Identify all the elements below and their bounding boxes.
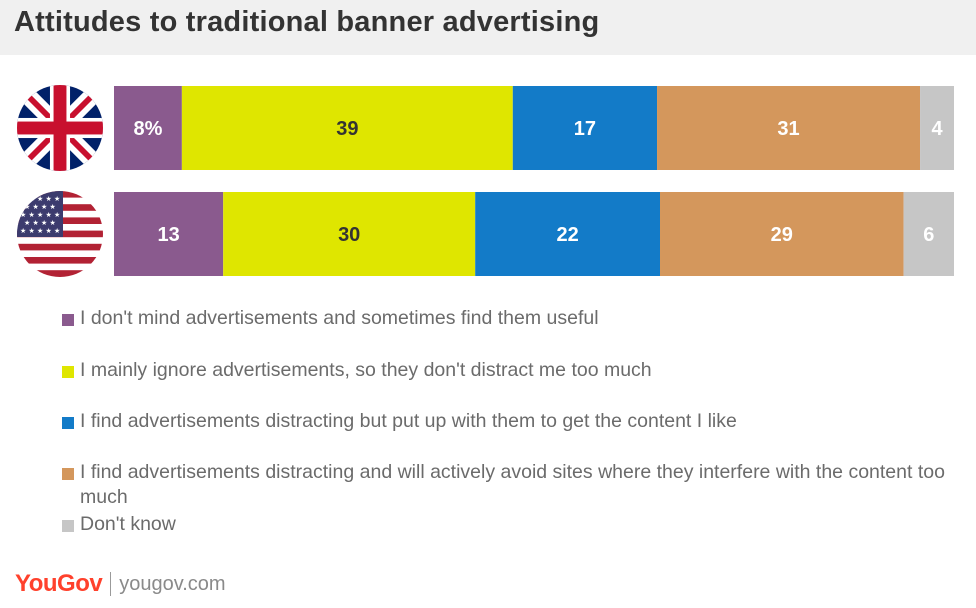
footer-site: yougov.com xyxy=(119,572,226,595)
bar-segment-uk-2 xyxy=(512,86,658,170)
chart-title: Attitudes to traditional banner advertis… xyxy=(14,6,600,38)
bar-label-uk-0: 8% xyxy=(133,118,162,140)
svg-text:★ ★ ★ ★ ★: ★ ★ ★ ★ ★ xyxy=(20,211,60,219)
legend-label: I mainly ignore advertisements, so they … xyxy=(80,359,652,381)
bar-segment-uk-1 xyxy=(181,86,513,170)
title-bar: Attitudes to traditional banner advertis… xyxy=(0,0,976,55)
bar-label-us-2: 22 xyxy=(556,224,578,246)
bar-segment-us-1 xyxy=(223,192,476,276)
svg-text:★ ★ ★ ★: ★ ★ ★ ★ xyxy=(24,203,56,211)
bar-label-us-4: 6 xyxy=(923,224,934,246)
bar-label-us-3: 29 xyxy=(771,224,793,246)
bar-segment-uk-4 xyxy=(920,86,954,170)
legend-label: I don't mind advertisements and sometime… xyxy=(80,307,599,329)
bar-segment-us-2 xyxy=(475,192,660,276)
svg-text:★ ★ ★ ★ ★: ★ ★ ★ ★ ★ xyxy=(20,195,60,203)
bar-label-us-0: 13 xyxy=(157,224,179,246)
legend-swatch xyxy=(62,417,74,429)
bar-label-us-1: 30 xyxy=(338,224,360,246)
footer-divider xyxy=(110,572,112,596)
legend-swatch xyxy=(62,468,74,480)
legend-item: I don't mind advertisements and sometime… xyxy=(62,306,950,331)
svg-text:★ ★ ★ ★: ★ ★ ★ ★ xyxy=(24,219,56,227)
legend-swatch xyxy=(62,520,74,532)
uk-flag-icon xyxy=(17,85,103,171)
yougov-logo: YouGov xyxy=(15,570,103,597)
legend-label: I find advertisements distracting and wi… xyxy=(80,461,945,508)
bar-label-uk-1: 39 xyxy=(336,118,358,140)
bar-segment-us-3 xyxy=(660,192,904,276)
bar-segment-uk-3 xyxy=(657,86,921,170)
bar-label-uk-2: 17 xyxy=(574,118,596,140)
legend-item: I find advertisements distracting but pu… xyxy=(62,409,950,434)
bar-label-uk-3: 31 xyxy=(777,118,799,140)
bar-label-uk-4: 4 xyxy=(931,118,943,140)
us-flag-icon: ★ ★ ★ ★ ★ ★ ★ ★ ★ ★ ★ ★ ★ ★ ★ ★ ★ ★ ★ ★ … xyxy=(17,191,103,277)
legend-swatch xyxy=(62,314,74,326)
footer: YouGov yougov.com xyxy=(15,570,226,598)
stacked-bar-chart: 8% 39 17 31 4 13 30 22 29 6 xyxy=(114,86,954,276)
legend-item: Don't know xyxy=(62,512,950,537)
svg-text:★ ★ ★ ★ ★: ★ ★ ★ ★ ★ xyxy=(20,227,60,235)
legend-label: Don't know xyxy=(80,513,176,535)
bar-segment-uk-0 xyxy=(114,86,182,170)
bar-segment-us-4 xyxy=(903,192,954,276)
legend-item: I mainly ignore advertisements, so they … xyxy=(62,358,950,383)
legend-swatch xyxy=(62,366,74,378)
bar-segment-us-0 xyxy=(114,192,224,276)
legend-label: I find advertisements distracting but pu… xyxy=(80,410,737,432)
legend-item: I find advertisements distracting and wi… xyxy=(62,460,950,510)
